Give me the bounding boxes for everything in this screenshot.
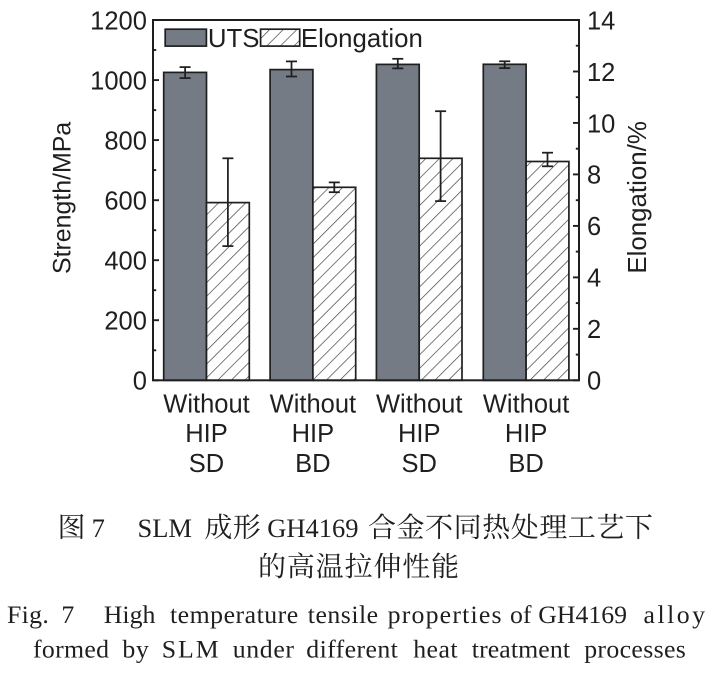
svg-text:temperature: temperature bbox=[170, 600, 299, 629]
svg-text:Fig.: Fig. bbox=[7, 600, 49, 629]
svg-text:HIP: HIP bbox=[185, 420, 228, 448]
svg-text:10: 10 bbox=[587, 110, 615, 138]
svg-text:Elongation/%: Elongation/% bbox=[624, 121, 652, 274]
svg-text:different: different bbox=[306, 635, 398, 664]
svg-text:7: 7 bbox=[92, 513, 105, 543]
svg-text:properties: properties bbox=[388, 600, 503, 629]
svg-text:Without: Without bbox=[376, 390, 462, 418]
svg-text:12: 12 bbox=[587, 59, 615, 87]
svg-text:HIP: HIP bbox=[505, 420, 548, 448]
svg-text:heat: heat bbox=[413, 635, 458, 664]
svg-text:1000: 1000 bbox=[90, 67, 147, 95]
svg-text:6: 6 bbox=[587, 213, 601, 241]
svg-text:High: High bbox=[104, 600, 156, 629]
svg-text:4: 4 bbox=[587, 265, 601, 293]
svg-text:600: 600 bbox=[104, 188, 147, 216]
svg-text:Without: Without bbox=[163, 390, 249, 418]
svg-text:BD: BD bbox=[295, 450, 330, 478]
svg-text:800: 800 bbox=[104, 127, 147, 155]
svg-text:0: 0 bbox=[587, 368, 601, 396]
svg-text:400: 400 bbox=[104, 248, 147, 276]
svg-text:Strength/MPa: Strength/MPa bbox=[48, 122, 76, 274]
svg-text:GH4169: GH4169 bbox=[538, 600, 627, 629]
svg-text:SD: SD bbox=[189, 450, 224, 478]
svg-text:SLM: SLM bbox=[138, 513, 193, 543]
svg-text:0: 0 bbox=[133, 368, 147, 396]
svg-text:HIP: HIP bbox=[292, 420, 335, 448]
svg-text:UTS: UTS bbox=[208, 25, 260, 53]
svg-text:formed: formed bbox=[33, 635, 109, 664]
svg-text:200: 200 bbox=[104, 308, 147, 336]
svg-text:tensile: tensile bbox=[308, 600, 379, 629]
svg-text:processes: processes bbox=[584, 635, 686, 664]
svg-text:alloy: alloy bbox=[644, 600, 708, 629]
svg-text:SD: SD bbox=[401, 450, 436, 478]
svg-text:BD: BD bbox=[508, 450, 543, 478]
svg-text:14: 14 bbox=[587, 7, 615, 35]
svg-text:1200: 1200 bbox=[90, 7, 147, 35]
svg-text:HIP: HIP bbox=[398, 420, 441, 448]
svg-text:Without: Without bbox=[483, 390, 569, 418]
svg-text:7: 7 bbox=[61, 600, 74, 629]
svg-text:under: under bbox=[233, 635, 295, 664]
svg-text:8: 8 bbox=[587, 162, 601, 190]
svg-text:by: by bbox=[122, 635, 149, 664]
svg-text:2: 2 bbox=[587, 316, 601, 344]
svg-text:SLM: SLM bbox=[162, 635, 221, 664]
svg-text:of: of bbox=[510, 600, 532, 629]
svg-text:GH4169: GH4169 bbox=[267, 513, 358, 543]
svg-text:Elongation: Elongation bbox=[301, 25, 423, 53]
svg-text:treatment: treatment bbox=[472, 635, 571, 664]
svg-text:Without: Without bbox=[270, 390, 356, 418]
